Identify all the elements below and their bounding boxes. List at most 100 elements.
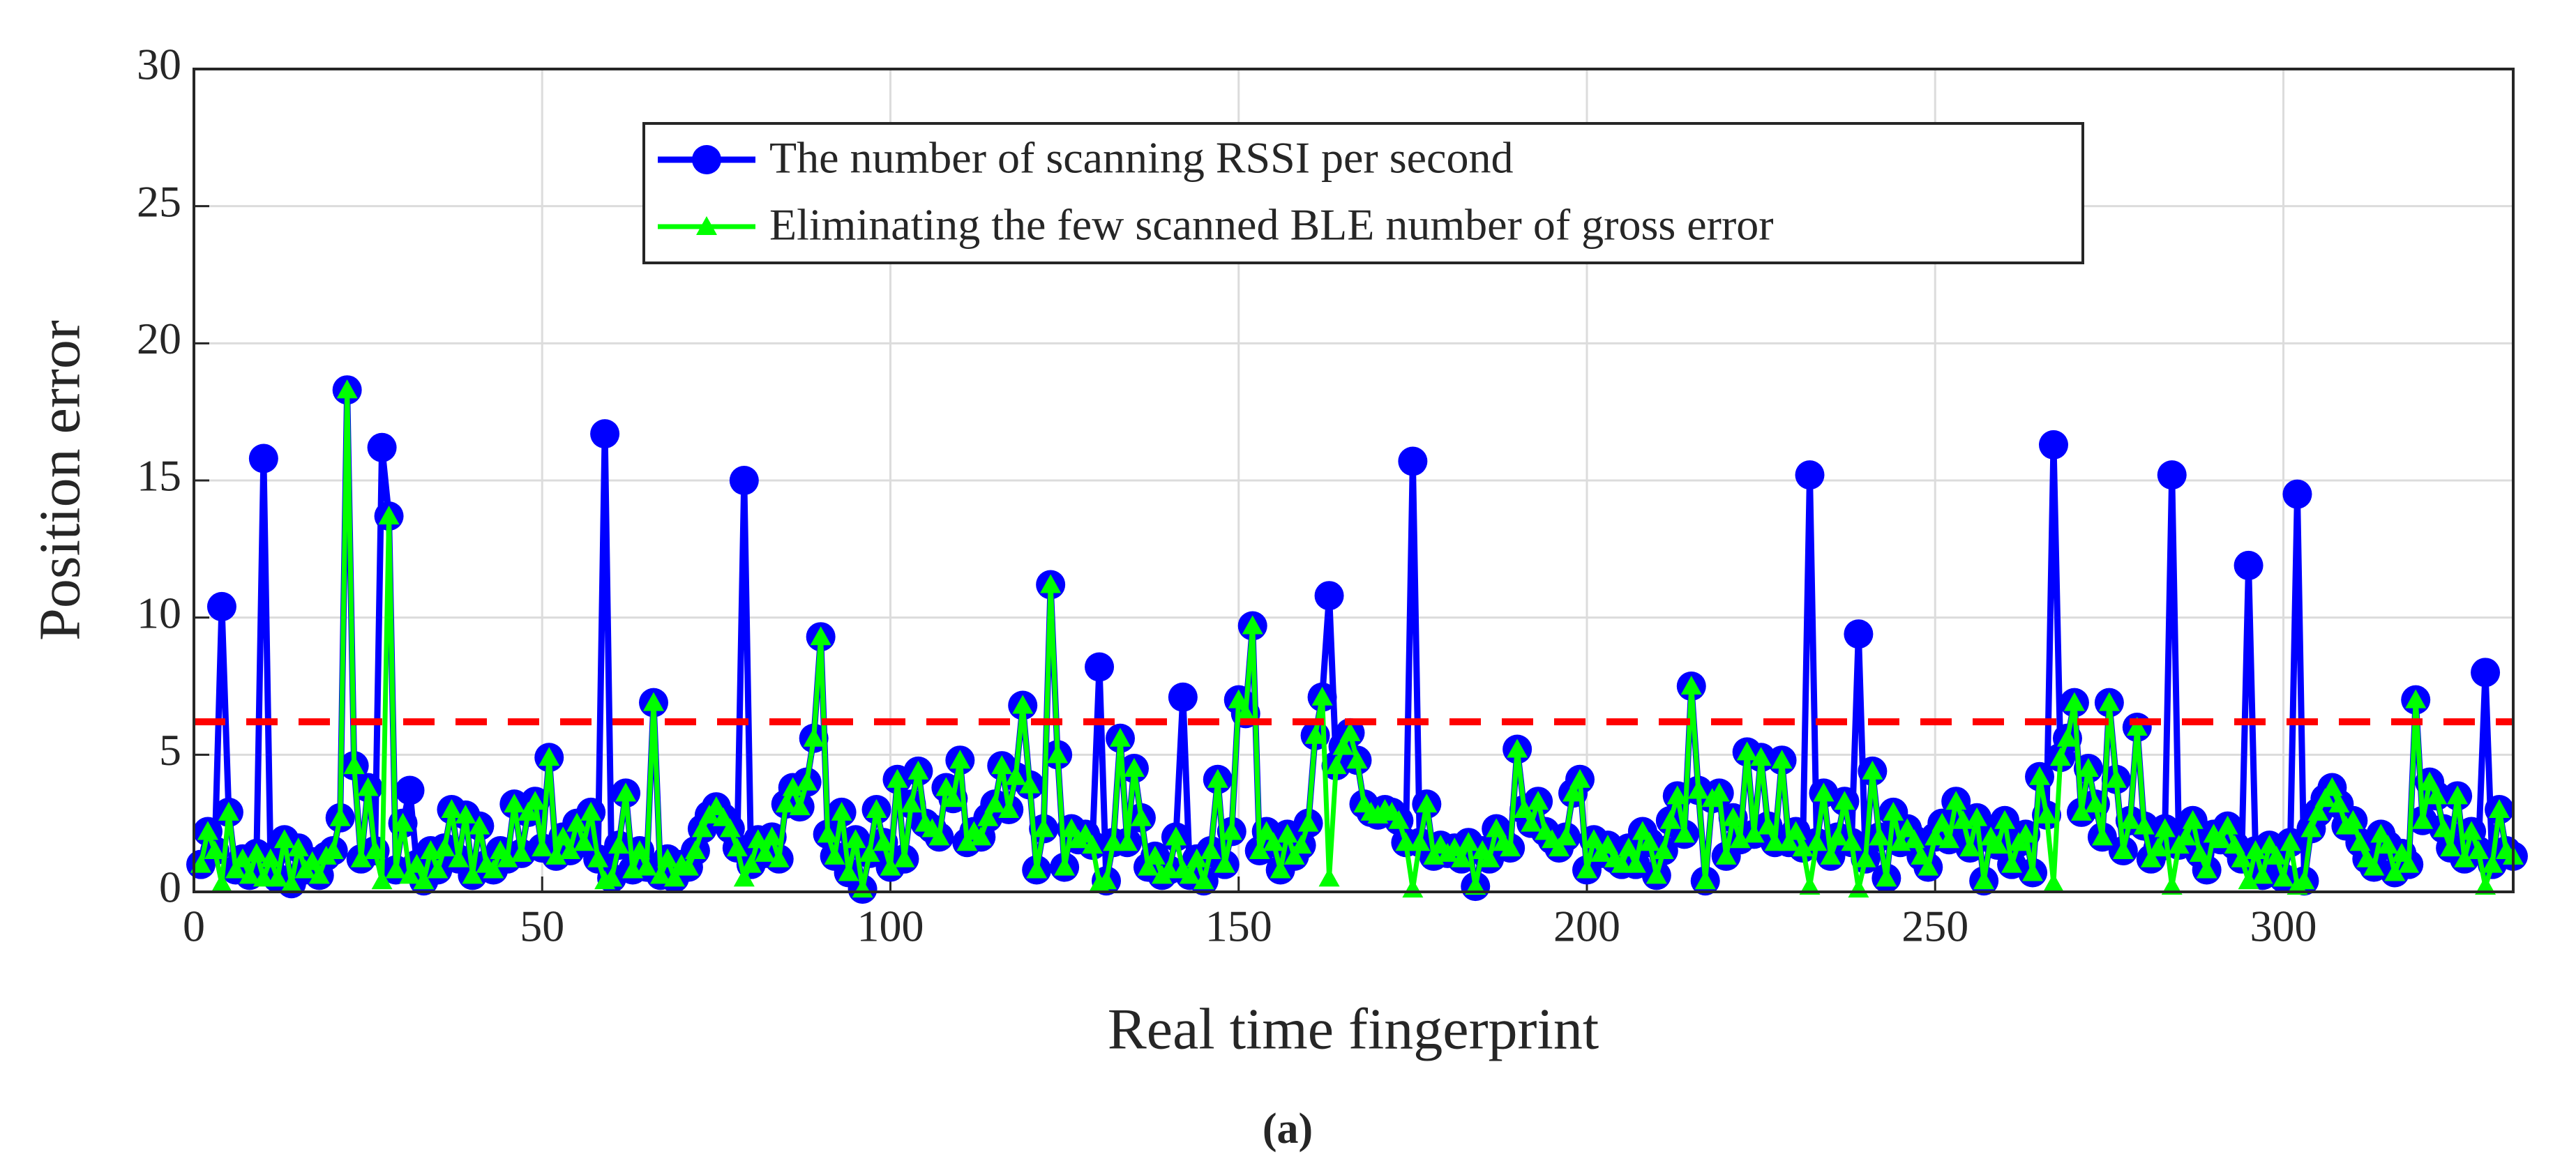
marker bbox=[2161, 876, 2183, 895]
marker bbox=[859, 842, 880, 862]
marker bbox=[371, 870, 393, 890]
marker bbox=[587, 848, 609, 867]
x-tick-label: 150 bbox=[1205, 902, 1272, 951]
marker bbox=[329, 807, 351, 826]
marker bbox=[2049, 747, 2071, 766]
marker bbox=[2056, 727, 2078, 747]
marker bbox=[1082, 835, 1104, 854]
marker bbox=[726, 837, 748, 857]
y-axis-label: Position error bbox=[27, 320, 92, 641]
marker bbox=[1416, 794, 1438, 813]
marker bbox=[2070, 801, 2092, 821]
marker bbox=[525, 791, 546, 810]
marker bbox=[1743, 824, 1765, 843]
marker bbox=[2398, 854, 2420, 873]
y-tick-label: 20 bbox=[137, 314, 181, 363]
marker bbox=[1876, 867, 1897, 887]
marker bbox=[2245, 840, 2266, 859]
marker bbox=[197, 821, 218, 840]
marker bbox=[615, 782, 637, 802]
x-tick-label: 50 bbox=[520, 902, 564, 951]
marker bbox=[991, 755, 1013, 775]
marker bbox=[1987, 835, 2009, 854]
marker bbox=[1507, 738, 1528, 758]
marker bbox=[378, 506, 400, 525]
marker bbox=[2482, 854, 2503, 873]
marker bbox=[301, 851, 323, 870]
marker bbox=[1785, 821, 1807, 840]
marker bbox=[1925, 826, 1946, 846]
marker bbox=[350, 848, 372, 867]
marker bbox=[273, 829, 295, 849]
marker bbox=[2447, 785, 2469, 805]
marker bbox=[232, 848, 253, 867]
marker bbox=[1242, 615, 1263, 635]
marker bbox=[2266, 845, 2287, 865]
marker bbox=[1514, 799, 1535, 818]
marker bbox=[1311, 686, 1333, 706]
marker bbox=[1054, 856, 1076, 876]
marker bbox=[2238, 870, 2259, 890]
marker bbox=[1750, 747, 1772, 766]
marker bbox=[1722, 807, 1744, 826]
marker bbox=[601, 867, 623, 887]
marker bbox=[1938, 829, 1960, 849]
marker bbox=[663, 867, 685, 887]
marker bbox=[322, 840, 344, 859]
marker bbox=[1012, 695, 1034, 714]
marker bbox=[1820, 845, 1841, 865]
marker bbox=[2293, 870, 2315, 890]
marker bbox=[1597, 835, 1618, 854]
marker bbox=[518, 801, 539, 821]
y-tick-label: 25 bbox=[137, 176, 181, 226]
marker bbox=[1994, 810, 2016, 829]
marker bbox=[308, 865, 330, 884]
marker bbox=[1339, 722, 1361, 741]
marker bbox=[1179, 865, 1200, 884]
marker bbox=[1813, 782, 1835, 802]
marker bbox=[2147, 837, 2169, 857]
marker bbox=[2454, 848, 2476, 867]
marker bbox=[1549, 837, 1570, 857]
marker bbox=[1862, 760, 1883, 780]
marker bbox=[1795, 460, 1825, 490]
marker bbox=[1290, 835, 1312, 854]
marker bbox=[838, 862, 859, 881]
marker bbox=[441, 799, 462, 818]
marker bbox=[1144, 845, 1166, 865]
marker bbox=[2321, 777, 2343, 796]
marker bbox=[1165, 826, 1187, 846]
marker bbox=[1096, 870, 1117, 890]
marker bbox=[845, 829, 866, 849]
marker bbox=[2091, 826, 2113, 846]
marker bbox=[2210, 829, 2231, 849]
marker bbox=[552, 826, 574, 846]
marker bbox=[1249, 840, 1270, 859]
y-tick-label: 0 bbox=[159, 863, 181, 912]
marker bbox=[469, 815, 490, 835]
caption: (a) bbox=[1263, 1105, 1313, 1153]
marker bbox=[1576, 859, 1597, 879]
marker bbox=[2377, 835, 2399, 854]
marker bbox=[949, 750, 971, 769]
marker bbox=[2077, 758, 2099, 777]
marker bbox=[1395, 832, 1417, 851]
marker bbox=[434, 837, 455, 857]
marker bbox=[2440, 837, 2462, 857]
marker bbox=[2328, 794, 2350, 813]
marker bbox=[2273, 867, 2294, 887]
marker bbox=[1673, 824, 1695, 843]
marker bbox=[1332, 736, 1354, 755]
marker bbox=[1168, 682, 1198, 712]
y-tick-label: 15 bbox=[137, 451, 181, 501]
marker bbox=[1388, 810, 1410, 829]
marker bbox=[768, 848, 790, 867]
marker bbox=[1346, 750, 1368, 769]
y-tick-label: 5 bbox=[159, 725, 181, 775]
marker bbox=[1005, 766, 1027, 785]
marker bbox=[1500, 837, 1521, 857]
marker bbox=[2384, 862, 2406, 881]
marker bbox=[566, 812, 588, 832]
marker bbox=[824, 845, 845, 865]
legend-box bbox=[642, 122, 2084, 264]
